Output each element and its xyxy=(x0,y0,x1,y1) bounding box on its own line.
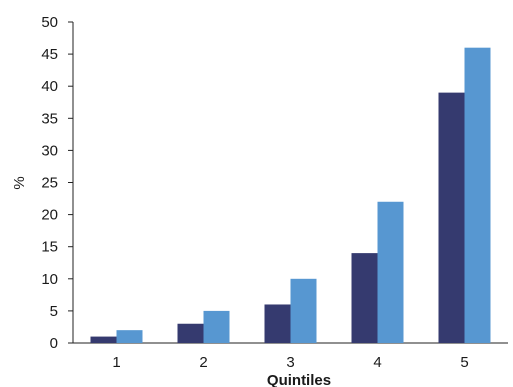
y-tick-label: 0 xyxy=(50,335,58,352)
bar-series-2-quintile-2 xyxy=(203,310,230,343)
y-tick-label: 30 xyxy=(41,142,58,159)
bar-series-1-quintile-3 xyxy=(264,304,291,343)
x-tick-label: 4 xyxy=(373,354,381,371)
y-tick-label: 50 xyxy=(41,14,58,31)
bar-series-2-quintile-5 xyxy=(464,47,491,344)
bars xyxy=(90,47,491,344)
y-axis: 0 5 10 15 20 25 30 35 40 45 50 xyxy=(41,14,74,352)
x-tick-label: 1 xyxy=(112,354,120,371)
x-tick-label: 2 xyxy=(199,354,207,371)
bar-series-1-quintile-4 xyxy=(351,253,378,343)
y-tick-label: 25 xyxy=(41,175,58,192)
y-tick-label: 35 xyxy=(41,110,58,127)
y-tick-label: 20 xyxy=(41,207,58,224)
bar-series-1-quintile-5 xyxy=(438,92,465,344)
bar-series-2-quintile-1 xyxy=(116,330,143,343)
x-tick-label: 5 xyxy=(460,354,468,371)
x-axis-title: Quintiles xyxy=(267,372,331,387)
x-tick-label: 3 xyxy=(286,354,294,371)
bar-series-1-quintile-2 xyxy=(177,323,204,343)
bar-series-2-quintile-3 xyxy=(290,278,317,343)
y-tick-label: 5 xyxy=(50,303,58,320)
y-tick-label: 40 xyxy=(41,78,58,95)
y-tick-label: 10 xyxy=(41,271,58,288)
x-axis: 1 2 3 4 5 xyxy=(73,342,508,371)
y-axis-title: % xyxy=(11,176,28,189)
y-tick-label: 15 xyxy=(41,239,58,256)
bar-series-1-quintile-1 xyxy=(90,336,117,343)
y-tick-label: 45 xyxy=(41,46,58,63)
bar-series-2-quintile-4 xyxy=(377,201,404,343)
